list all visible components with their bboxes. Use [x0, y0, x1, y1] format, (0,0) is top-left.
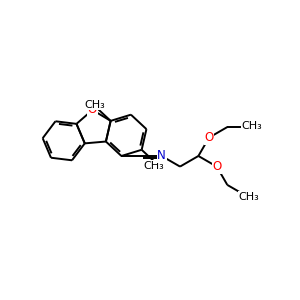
Text: CH₃: CH₃: [238, 192, 259, 202]
Text: CH₃: CH₃: [241, 121, 262, 130]
Text: O: O: [212, 160, 221, 173]
Text: N: N: [157, 149, 166, 163]
Text: CH₃: CH₃: [143, 161, 164, 171]
Text: O: O: [204, 131, 214, 144]
Text: O: O: [88, 103, 97, 116]
Text: CH₃: CH₃: [85, 100, 106, 110]
